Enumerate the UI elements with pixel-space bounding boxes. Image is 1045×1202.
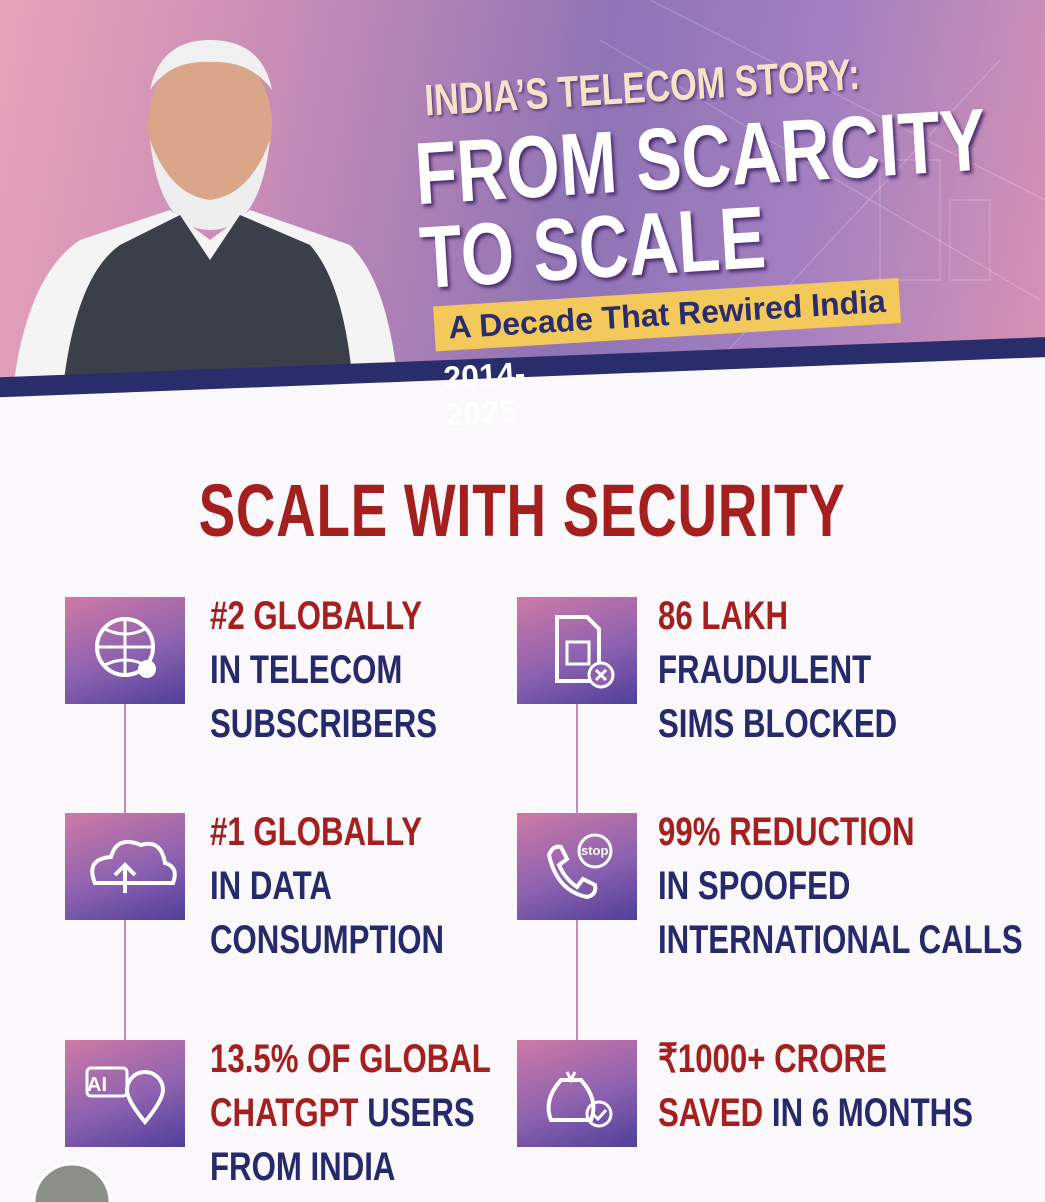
text-line: ₹1000+ CRORE <box>658 1032 973 1086</box>
section-title-wrap: SCALE WITH SECURITY <box>0 468 1045 553</box>
years: 2014-2025 <box>442 354 527 430</box>
text-segment: IN DATA <box>210 864 332 908</box>
item-text: ₹1000+ CRORE SAVED IN 6 MONTHS <box>658 1032 973 1140</box>
text-line: SIMS BLOCKED <box>658 697 897 751</box>
icon-glyph <box>546 1071 613 1128</box>
text-segment: USERS <box>367 1091 475 1135</box>
text-line: SAVED IN 6 MONTHS <box>658 1086 973 1140</box>
icon-text: AI <box>87 1074 107 1096</box>
text-segment: #1 GLOBALLY <box>210 810 423 854</box>
text-segment: FRAUDULENT <box>658 648 872 692</box>
text-segment: SIMS BLOCKED <box>658 702 898 746</box>
text-line: FROM INDIA <box>210 1140 491 1194</box>
item-text: 13.5% OF GLOBAL CHATGPT USERS FROM INDIA <box>210 1032 491 1194</box>
text-line: INTERNATIONAL CALLS <box>658 913 1023 967</box>
item-text: 99% REDUCTION IN SPOOFED INTERNATIONAL CAL… <box>658 805 1023 967</box>
item-icon: stop <box>517 813 637 920</box>
text-segment: CHATGPT <box>210 1091 359 1135</box>
text-line: #2 GLOBALLY <box>210 589 437 643</box>
text-segment: CONSUMPTION <box>210 918 444 962</box>
text-line: FRAUDULENT <box>658 643 897 697</box>
text-segment: 86 LAKH <box>658 594 789 638</box>
avatar <box>32 1162 112 1202</box>
text-line: CONSUMPTION <box>210 913 444 967</box>
text-segment: 13.5% OF GLOBAL <box>210 1037 491 1081</box>
text-segment: ₹1000+ CRORE <box>658 1037 887 1081</box>
text-segment: IN TELECOM <box>210 648 403 692</box>
text-segment: #2 GLOBALLY <box>210 594 423 638</box>
text-segment: FROM INDIA <box>210 1145 396 1189</box>
text-segment: INTERNATIONAL CALLS <box>658 918 1023 962</box>
icon-text: stop <box>581 843 609 858</box>
text-segment: SAVED <box>658 1091 764 1135</box>
text-segment: 99% REDUCTION <box>658 810 915 854</box>
text-line: 13.5% OF GLOBAL <box>210 1032 491 1086</box>
item-icon: AI <box>65 1040 185 1147</box>
text-line: 99% REDUCTION <box>658 805 1023 859</box>
item-icon <box>517 1040 637 1147</box>
text-segment: SUBSCRIBERS <box>210 702 438 746</box>
text-line: #1 GLOBALLY <box>210 805 444 859</box>
text-line: 86 LAKH <box>658 589 897 643</box>
item-text: #2 GLOBALLY IN TELECOM SUBSCRIBERS <box>210 589 437 751</box>
item-text: #1 GLOBALLY IN DATA CONSUMPTION <box>210 805 444 967</box>
section-title: SCALE WITH SECURITY <box>199 469 846 552</box>
text-segment: IN 6 MONTHS <box>771 1091 973 1135</box>
text-line: IN DATA <box>210 859 444 913</box>
header: INDIA’S TELECOM STORY: FROM SCARCITY TO … <box>0 0 1045 430</box>
text-segment: IN SPOOFED <box>658 864 851 908</box>
item-icon <box>65 597 185 704</box>
item-text: 86 LAKH FRAUDULENT SIMS BLOCKED <box>658 589 897 751</box>
item-icon <box>517 597 637 704</box>
portrait-beard <box>150 140 270 230</box>
icon-glyph <box>555 615 615 689</box>
item-icon <box>65 813 185 920</box>
icon-glyph <box>546 833 613 900</box>
icon-glyph <box>90 840 177 893</box>
text-line: CHATGPT USERS <box>210 1086 491 1140</box>
icon-glyph <box>95 617 156 678</box>
text-line: SUBSCRIBERS <box>210 697 437 751</box>
portrait-face <box>148 47 272 203</box>
text-line: IN TELECOM <box>210 643 437 697</box>
text-line: IN SPOOFED <box>658 859 1023 913</box>
icon-glyph <box>85 1066 166 1126</box>
